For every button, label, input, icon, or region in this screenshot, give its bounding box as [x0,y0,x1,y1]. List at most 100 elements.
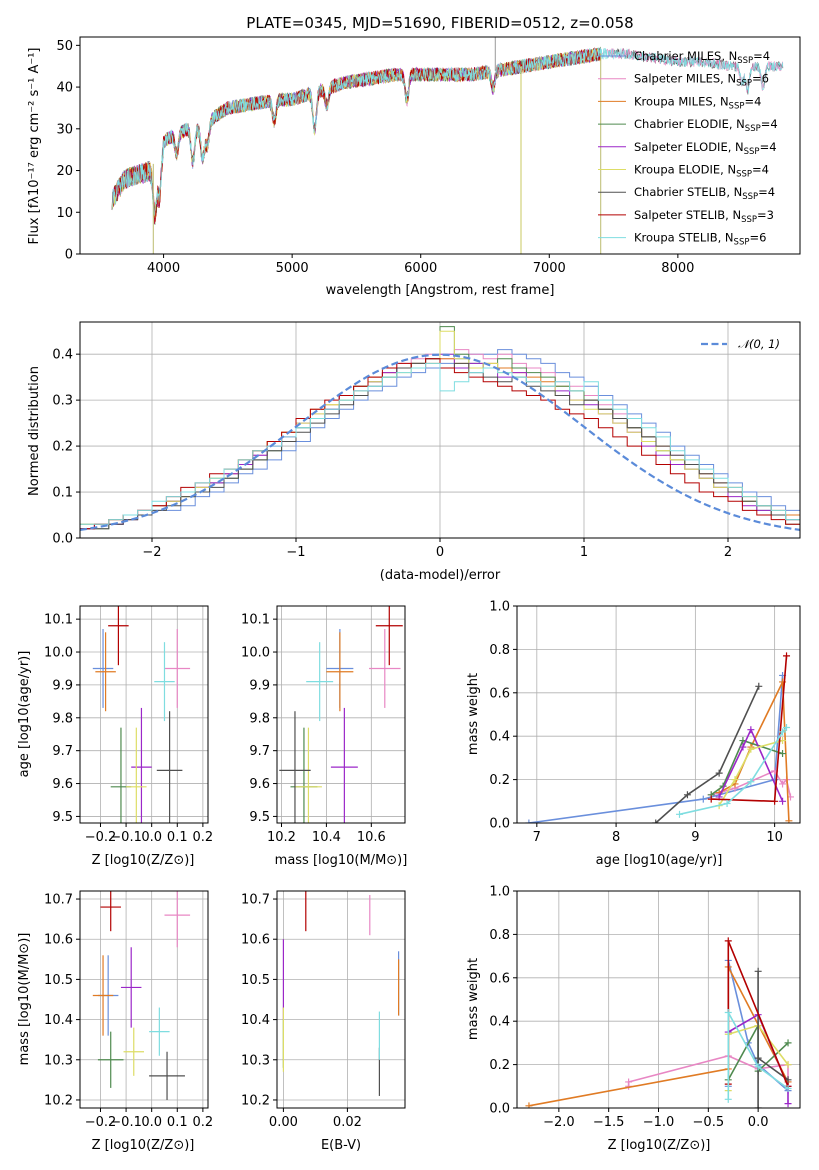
histogram-step [80,349,800,525]
residual-xlabel: (data-model)/error [380,568,501,583]
massweight-series-line [718,739,783,807]
mw-z-xlabel: Z [log10(Z/Z⊙)] [608,1138,711,1153]
y-tick-label: 9.9 [52,678,73,693]
y-tick-label: 0.4 [489,730,510,745]
y-tick-label: 10.5 [241,973,270,988]
legend-label: 𝒩(0, 1) [738,337,780,351]
massweight-vs-age-panel: age [log10(age/yr)] mass weight 7 8 9 10 0.0… [466,600,801,868]
legend-label: Kroupa ELODIE, NSSP=4 [634,163,769,180]
massweight-series-line [718,727,784,802]
y-tick-label: 0.8 [489,643,510,658]
y-tick-label: 1.0 [489,885,510,900]
y-tick-label: 10.4 [44,1013,73,1028]
massweight-vs-z-panel: Z [log10(Z/Z⊙)] mass weight −2.0 −1.5 −1.0… [466,885,801,1153]
y-tick-label: 0.0 [489,817,510,832]
y-tick-label: 10.4 [241,1013,270,1028]
y-tick-label: 9.5 [249,810,270,825]
x-tick-label: −1.0 [643,1115,675,1130]
massweight-point [783,652,791,660]
axes-frame [276,605,406,824]
y-tick-label: 10.6 [44,933,73,948]
massweight-point [754,1054,762,1062]
x-tick-label: −1.5 [593,1115,625,1130]
y-tick-label: 0.3 [52,394,73,409]
massweight-series-line [727,1012,789,1100]
y-tick-label: 9.6 [52,777,73,792]
age-vs-z-panel: Z [log10(Z/Z⊙)] age [log10(age/yr)] −0.2… [17,605,213,868]
x-tick-label: −0.1 [110,1115,142,1130]
massweight-series-line [528,675,784,823]
y-tick-label: 1.0 [489,600,510,615]
residual-ylabel: Normed distribution [27,366,42,496]
normal-curve [80,353,800,531]
axes-frame [79,321,801,539]
x-tick-label: 10 [766,830,783,845]
massweight-point [747,726,755,734]
axes-frame [79,890,209,1109]
spectrum-lines [111,37,784,254]
y-tick-label: 0.4 [489,1015,510,1030]
age-z-ylabel: age [log10(age/yr)] [17,651,32,778]
mw-age-xlabel: age [log10(age/yr)] [596,853,723,868]
massweight-point [724,1095,732,1103]
massweight-series-line [710,739,783,796]
massweight-point [779,797,787,805]
y-tick-label: 50 [56,39,73,54]
y-tick-label: 0.8 [489,928,510,943]
axes-frame [79,605,209,824]
massweight-point [699,795,707,803]
spectrum-series-line [111,47,601,224]
hist-lines [80,326,800,531]
y-tick-label: 10.7 [241,893,270,908]
spectrum-panel: PLATE=0345, MJD=51690, FIBERID=0512, z=0… [27,14,801,298]
massweight-point [747,745,755,753]
massweight-point [784,1084,792,1092]
legend-label: Kroupa MILES, NSSP=4 [634,94,761,111]
x-tick-label: 9 [691,830,699,845]
x-tick-label: 0.0 [141,830,162,845]
spectrum-ylabel: Flux [fλ10⁻¹⁷ erg cm⁻² s⁻¹ A⁻¹] [27,48,42,245]
mw-age-ylabel: mass weight [466,673,481,755]
massweight-lines [525,937,792,1108]
legend-label: Kroupa STELIB, NSSP=6 [634,231,766,248]
y-tick-label: 9.7 [249,744,270,759]
x-tick-label: 0.1 [167,1115,188,1130]
massweight-point [683,791,691,799]
y-tick-label: 10 [56,206,73,221]
spectrum-series-line [111,46,601,225]
y-tick-label: 9.6 [249,777,270,792]
spectrum-title: PLATE=0345, MJD=51690, FIBERID=0512, z=0… [246,14,633,32]
legend-label: Chabrier ELODIE, NSSP=4 [634,117,778,134]
x-tick-label: −2.0 [543,1115,575,1130]
x-tick-label: 0.0 [748,1115,769,1130]
histogram-step [80,362,800,525]
y-tick-label: 0.0 [489,1102,510,1117]
y-tick-label: 9.5 [52,810,73,825]
y-tick-label: 0 [65,248,73,263]
x-tick-label: −0.5 [693,1115,725,1130]
x-tick-label: −1 [286,545,305,560]
spectrum-series-line [111,48,601,225]
axes-frame [516,890,801,1109]
y-tick-label: 0.1 [52,486,73,501]
mass-vs-z-panel: Z [log10(Z/Z⊙)] mass [log10(M/M⊙)] −0.2−… [17,890,213,1153]
mass-z-ylabel: mass [log10(M/M⊙)] [17,933,32,1066]
massweight-point [715,769,723,777]
y-tick-label: 0.2 [52,440,73,455]
x-tick-label: −0.2 [85,830,117,845]
x-tick-label: 2 [724,545,732,560]
massweight-point [747,778,755,786]
massweight-point [785,817,793,823]
x-tick-label: 6000 [404,261,437,276]
legend-label: Chabrier MILES, NSSP=4 [634,49,770,66]
y-tick-label: 9.7 [52,744,73,759]
x-tick-label: 0.1 [167,830,188,845]
massweight-point [755,682,763,690]
x-tick-label: 10.2 [267,830,296,845]
mass-ebv-xlabel: E(B-V) [321,1138,361,1153]
x-tick-label: −0.1 [110,830,142,845]
x-tick-label: 5000 [276,261,309,276]
massweight-point [779,780,787,788]
massweight-point [724,937,732,945]
